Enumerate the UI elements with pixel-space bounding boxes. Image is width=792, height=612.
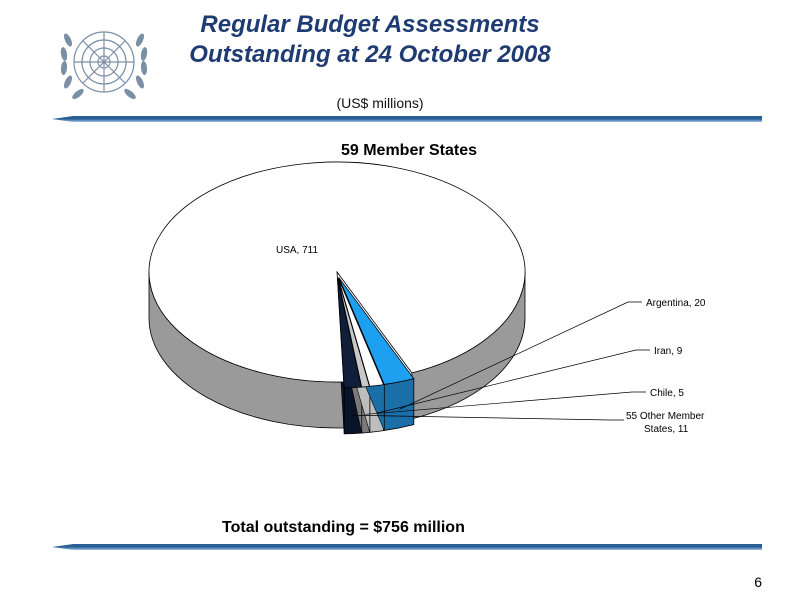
label-argentina-leader-line [399, 301, 642, 410]
title-line-2: Outstanding at 24 October 2008 [189, 41, 551, 68]
label-chile: Chile, 5 [650, 388, 684, 399]
bottom-divider [52, 544, 762, 550]
pie-slice-argentina [338, 277, 415, 385]
label-other-member-states-leader-line [352, 414, 624, 421]
pie-slice-usa [148, 161, 526, 383]
title-line-1: Regular Budget Assessments [200, 11, 540, 38]
pie-slice-55-other-member-states [337, 277, 362, 389]
label-usa: USA, 711 [276, 245, 318, 256]
un-emblem-icon [60, 31, 148, 100]
label-chile-leader-line [365, 391, 646, 415]
label-iran: Iran, 9 [654, 346, 683, 357]
slide-title: Regular Budget Assessments Outstanding a… [160, 10, 580, 70]
pie-slice-iran [337, 277, 385, 387]
label-iran-leader-line [376, 349, 650, 414]
top-divider [52, 116, 762, 122]
label-other-member-states-line-1: 55 Other Member [626, 411, 705, 422]
units-subtitle: (US$ millions) [336, 95, 424, 111]
label-other-member-states-line-2: States, 11 [644, 424, 689, 435]
page-number: 6 [754, 574, 762, 590]
total-outstanding-note: Total outstanding = $756 million [222, 519, 465, 536]
label-argentina: Argentina, 20 [646, 298, 706, 309]
chart-title: 59 Member States [341, 142, 477, 159]
